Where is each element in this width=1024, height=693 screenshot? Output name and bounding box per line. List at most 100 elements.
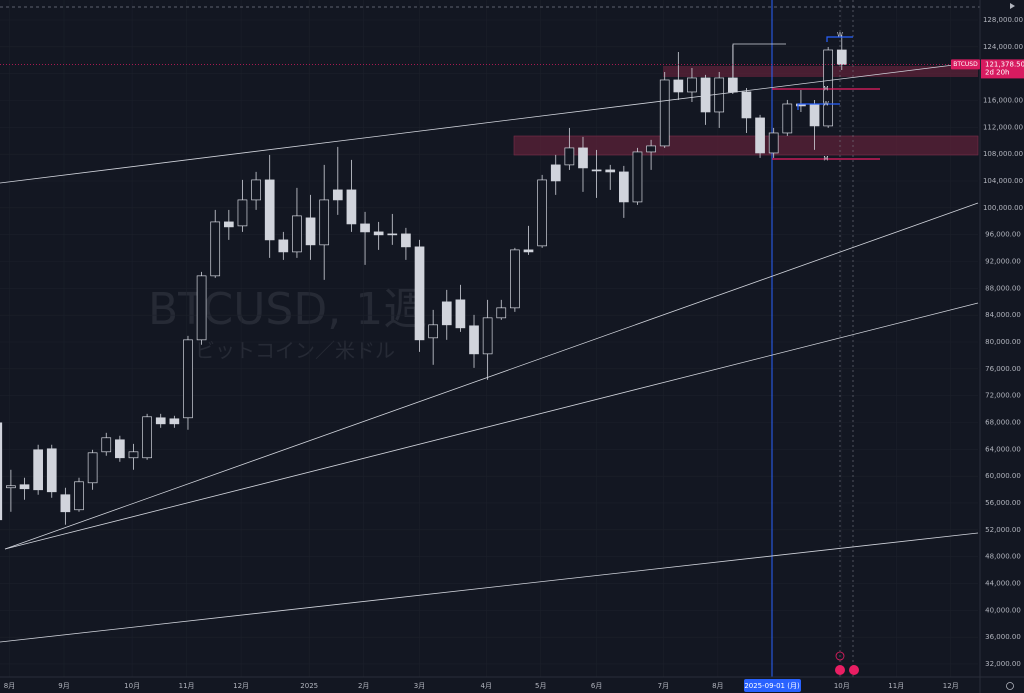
candle-body: [741, 91, 752, 119]
candle-body: [223, 221, 234, 228]
y-tick-label: 84,000.00: [985, 311, 1021, 319]
candle-body: [373, 231, 384, 236]
x-tick-label: 8月: [4, 682, 15, 690]
y-tick-label: 52,000.00: [985, 526, 1021, 534]
candle-body: [646, 145, 656, 153]
candle-body: [33, 449, 43, 491]
pivot-levels: W W M M: [772, 32, 880, 163]
y-tick-label: 60,000.00: [985, 472, 1021, 480]
zone: [513, 135, 979, 156]
y-tick-label: 124,000.00: [983, 43, 1023, 51]
watermark-subtitle: ビットコイン／米ドル: [195, 339, 395, 363]
candle-body: [101, 437, 112, 453]
candle-body: [687, 77, 697, 93]
event-icon[interactable]: [835, 665, 845, 675]
candle-body: [6, 485, 16, 489]
x-tick-label: 6月: [591, 682, 602, 690]
candle-body: [714, 77, 725, 113]
x-tick-label: 3月: [414, 682, 425, 690]
candle-body: [578, 147, 588, 169]
marker-label: W: [837, 32, 843, 39]
candle-body: [60, 494, 71, 513]
x-tick-label: 7月: [658, 682, 669, 690]
candle-body: [169, 418, 180, 425]
candle-body: [142, 416, 152, 459]
candle-body: [401, 233, 411, 248]
candle-body: [387, 233, 398, 236]
candle-body: [0, 422, 3, 521]
crosshair-label-box: [744, 679, 801, 692]
x-tick-label: 8月: [712, 682, 723, 690]
y-tick-label: 128,000.00: [983, 16, 1023, 24]
candle-body: [836, 49, 847, 65]
candle-body: [115, 439, 125, 459]
marker-label: M: [823, 156, 828, 163]
y-tick-label: 32,000.00: [985, 660, 1021, 668]
settings-icon[interactable]: [1006, 682, 1014, 690]
y-tick-label: 108,000.00: [983, 150, 1023, 158]
candle-body: [659, 79, 670, 147]
event-icons: [835, 651, 859, 675]
x-tick-label: 9月: [58, 682, 69, 690]
candle-body: [74, 481, 84, 511]
trendline: [4, 202, 979, 550]
candle-body: [441, 301, 452, 326]
candle-body: [727, 77, 738, 93]
candle-body: [550, 164, 561, 182]
x-tick-label: 12月: [943, 682, 959, 690]
candle-body: [605, 169, 616, 173]
candle-body: [455, 299, 466, 329]
candle-body: [619, 171, 629, 203]
y-tick-label: 92,000.00: [985, 257, 1021, 265]
y-tick-label: 36,000.00: [985, 633, 1021, 641]
trendline: [4, 302, 979, 550]
candle-body: [469, 325, 479, 355]
y-tick-label: 64,000.00: [985, 445, 1021, 453]
x-tick-label: 4月: [481, 682, 492, 690]
event-icon[interactable]: [835, 651, 845, 661]
candle-body: [19, 484, 30, 490]
candle-body: [809, 103, 820, 127]
x-tick-label: 10月: [834, 682, 850, 690]
candle-body: [537, 179, 547, 247]
trendline: [0, 61, 979, 184]
candle-body: [755, 117, 765, 154]
candle-body: [414, 246, 425, 341]
candle-body: [155, 417, 166, 425]
candle-body: [251, 179, 261, 201]
y-tick-label: 76,000.00: [985, 365, 1021, 373]
candle-body: [278, 239, 289, 253]
symbol-label: BTCUSD: [953, 61, 978, 68]
event-icon[interactable]: [849, 665, 859, 675]
countdown-label: 2d 20h: [985, 68, 1009, 76]
marker-label: W: [823, 101, 829, 108]
candle-body: [482, 317, 493, 355]
y-tick-label: 96,000.00: [985, 231, 1021, 239]
x-tick-label: 12月: [233, 682, 249, 690]
candle-body: [428, 324, 438, 339]
candle-body: [264, 179, 275, 241]
axes: 128,000.00124,000.00120,000.00116,000.00…: [4, 16, 1023, 690]
candle-body: [128, 451, 139, 459]
y-tick-label: 40,000.00: [985, 606, 1021, 614]
x-tick-label: 2025: [300, 682, 318, 690]
y-tick-label: 104,000.00: [983, 177, 1023, 185]
x-tick-label: 11月: [179, 682, 195, 690]
candle-body: [87, 452, 98, 484]
y-tick-label: 80,000.00: [985, 338, 1021, 346]
candle-body: [360, 223, 370, 233]
candle-body: [332, 189, 343, 201]
scroll-icon[interactable]: [1010, 3, 1015, 9]
last-price-box: [981, 59, 1024, 79]
candle-body: [673, 79, 684, 93]
candle-body: [823, 49, 834, 127]
candle-body: [632, 151, 643, 203]
y-tick-label: 48,000.00: [985, 553, 1021, 561]
candle-body: [292, 215, 302, 253]
candle-body: [591, 169, 602, 172]
level-line: [732, 43, 786, 78]
grid: [0, 0, 978, 677]
